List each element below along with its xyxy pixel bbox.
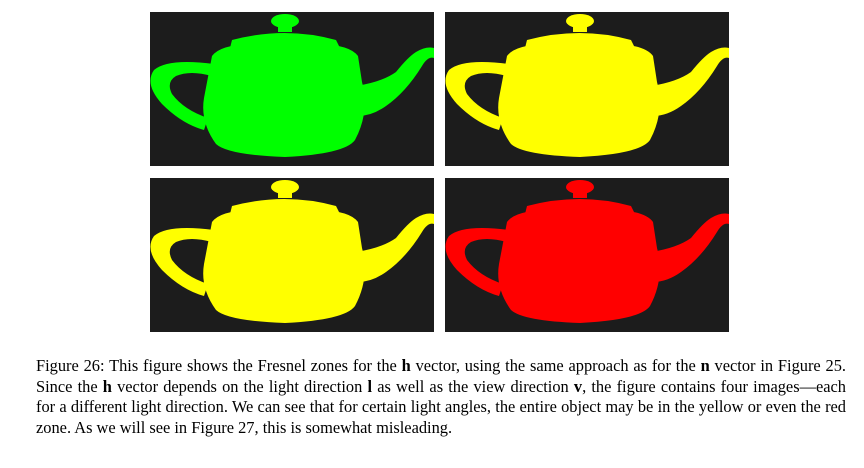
caption-text: vector, using the same approach as for t… — [410, 356, 701, 375]
teapot-3 — [150, 180, 434, 323]
caption-text: This figure shows the Fresnel zones for … — [104, 356, 402, 375]
figure-caption: Figure 26: This figure shows the Fresnel… — [36, 356, 846, 438]
teapot-render-1 — [150, 14, 434, 157]
teapot-render-4 — [445, 180, 729, 323]
teapot-4 — [445, 180, 729, 323]
teapot-image-4 — [445, 178, 729, 332]
vector-n: n — [700, 356, 710, 375]
caption-text: vector in Figure 25. Since the — [36, 356, 846, 396]
vector-v: v — [573, 376, 583, 396]
caption-text: vector depends on the light direction — [111, 376, 368, 396]
teapot-1 — [150, 14, 434, 157]
caption-label: Figure 26: — [36, 356, 105, 375]
vector-h: h — [102, 376, 112, 396]
teapot-image-1 — [150, 12, 434, 166]
teapot-render-3 — [150, 180, 434, 323]
teapot-image-3 — [150, 178, 434, 332]
teapot-render-2 — [445, 14, 729, 157]
vector-l: l — [367, 376, 373, 396]
caption-text: as well as the view direction — [372, 376, 574, 396]
yellow-zone — [408, 14, 434, 157]
figure-26 — [150, 12, 729, 332]
teapot-2 — [445, 14, 729, 157]
caption-text: , the figure contains four images—each f… — [36, 376, 846, 437]
vector-h: h — [401, 356, 411, 375]
teapot-image-2 — [445, 12, 729, 166]
